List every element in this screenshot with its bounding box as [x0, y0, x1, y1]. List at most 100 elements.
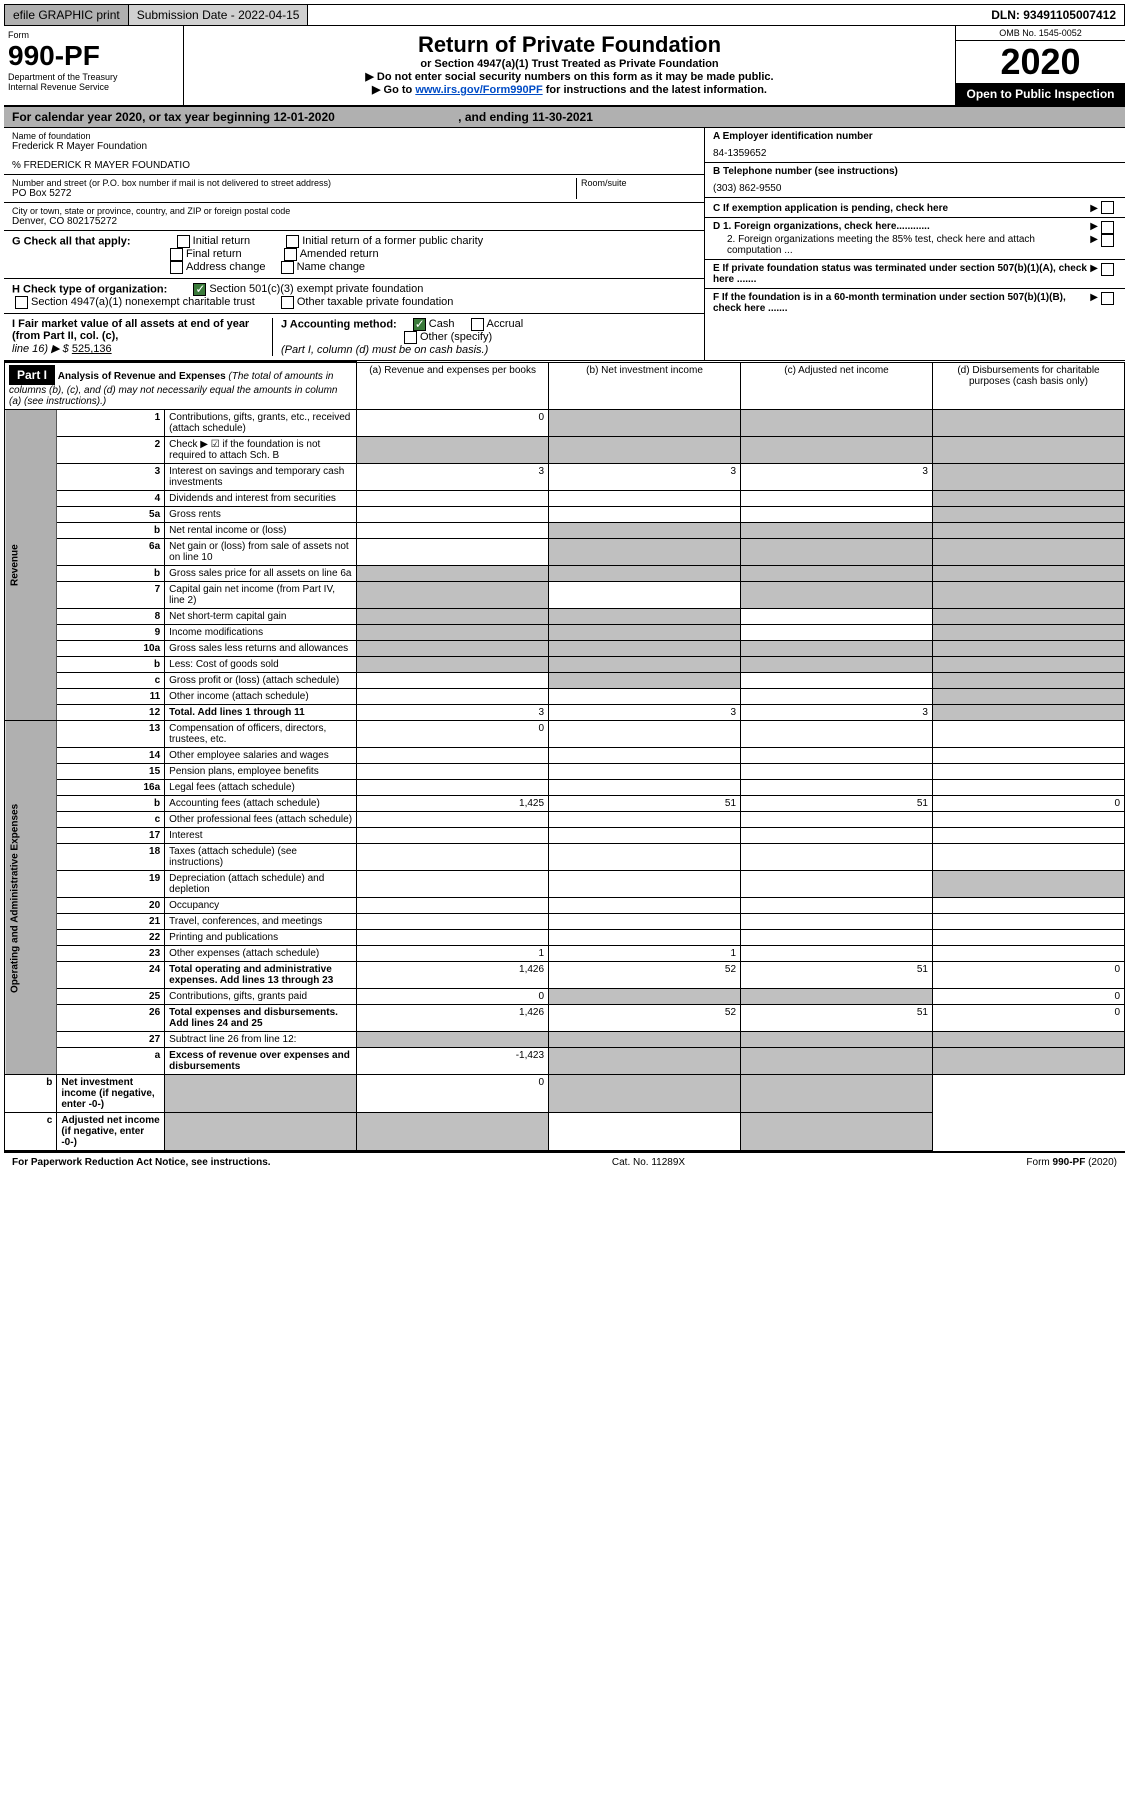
f-label: F If the foundation is in a 60-month ter…: [713, 292, 1090, 314]
table-row: 11Other income (attach schedule): [5, 689, 1125, 705]
table-row: 14Other employee salaries and wages: [5, 748, 1125, 764]
row-description: Total. Add lines 1 through 11: [165, 705, 357, 721]
row-description: Net investment income (if negative, ente…: [57, 1075, 165, 1113]
h-label: H Check type of organization:: [12, 283, 167, 295]
table-row: cAdjusted net income (if negative, enter…: [5, 1113, 1125, 1151]
cell-col-c: [741, 566, 933, 582]
cell-col-c: [741, 780, 933, 796]
checkbox-cash[interactable]: [413, 318, 426, 331]
checkbox-amended[interactable]: [284, 248, 297, 261]
row-number: 16a: [57, 780, 165, 796]
cell-col-a: [357, 673, 549, 689]
cell-col-a: [357, 609, 549, 625]
cell-col-a: [357, 914, 549, 930]
table-row: 5aGross rents: [5, 507, 1125, 523]
efile-print-button[interactable]: efile GRAPHIC print: [5, 5, 129, 25]
entity-info-block: Name of foundation Frederick R Mayer Fou…: [4, 128, 1125, 361]
cell-col-d: [932, 673, 1124, 689]
table-row: bAccounting fees (attach schedule)1,4255…: [5, 796, 1125, 812]
cell-col-a: [357, 582, 549, 609]
cell-col-b: [549, 1048, 741, 1075]
cell-col-b: [549, 812, 741, 828]
section-g: G Check all that apply: Initial return I…: [4, 231, 704, 279]
g4-label: Amended return: [300, 248, 379, 260]
cell-col-b: [549, 871, 741, 898]
checkbox-initial-return[interactable]: [177, 235, 190, 248]
cell-col-a: [357, 828, 549, 844]
cell-col-c: [741, 437, 933, 464]
checkbox-501c3[interactable]: [193, 283, 206, 296]
page-footer: For Paperwork Reduction Act Notice, see …: [4, 1151, 1125, 1172]
checkbox-other-method[interactable]: [404, 331, 417, 344]
cell-col-b: [357, 1113, 549, 1151]
row-description: Gross sales price for all assets on line…: [165, 566, 357, 582]
cell-col-a: [357, 566, 549, 582]
g1-label: Initial return: [193, 235, 250, 247]
cell-col-c: [741, 689, 933, 705]
cell-col-a: 0: [357, 721, 549, 748]
checkbox-f[interactable]: [1101, 292, 1114, 305]
cell-col-d: [741, 1113, 933, 1151]
checkbox-other-taxable[interactable]: [281, 296, 294, 309]
checkbox-e[interactable]: [1101, 263, 1114, 276]
col-b-header: (b) Net investment income: [549, 362, 741, 410]
table-row: 26Total expenses and disbursements. Add …: [5, 1005, 1125, 1032]
checkbox-final-return[interactable]: [170, 248, 183, 261]
cell-col-c: [549, 1075, 741, 1113]
table-row: 25Contributions, gifts, grants paid00: [5, 989, 1125, 1005]
cell-col-b: [549, 844, 741, 871]
row-description: Gross rents: [165, 507, 357, 523]
checkbox-address-change[interactable]: [170, 261, 183, 274]
row-number: 26: [57, 1005, 165, 1032]
row-number: 12: [57, 705, 165, 721]
cell-col-c: [741, 1048, 933, 1075]
address: PO Box 5272: [12, 188, 576, 199]
row-number: 7: [57, 582, 165, 609]
cell-col-b: [549, 657, 741, 673]
row-number: 3: [57, 464, 165, 491]
row-description: Net rental income or (loss): [165, 523, 357, 539]
g5-label: Address change: [186, 261, 266, 273]
checkbox-name-change[interactable]: [281, 261, 294, 274]
cell-col-b: [549, 410, 741, 437]
checkbox-accrual[interactable]: [471, 318, 484, 331]
row-description: Contributions, gifts, grants paid: [165, 989, 357, 1005]
cell-col-d: [932, 609, 1124, 625]
cell-col-a: [357, 641, 549, 657]
row-number: b: [57, 523, 165, 539]
row-number: 21: [57, 914, 165, 930]
row-description: Taxes (attach schedule) (see instruction…: [165, 844, 357, 871]
row-description: Contributions, gifts, grants, etc., rece…: [165, 410, 357, 437]
table-row: 4Dividends and interest from securities: [5, 491, 1125, 507]
h2-label: Section 4947(a)(1) nonexempt charitable …: [31, 296, 255, 308]
table-row: cOther professional fees (attach schedul…: [5, 812, 1125, 828]
cell-col-c: [741, 828, 933, 844]
table-row: 6aNet gain or (loss) from sale of assets…: [5, 539, 1125, 566]
cell-col-a: [357, 748, 549, 764]
cell-col-b: [549, 641, 741, 657]
cell-col-a: [357, 657, 549, 673]
checkbox-initial-former[interactable]: [286, 235, 299, 248]
table-row: bLess: Cost of goods sold: [5, 657, 1125, 673]
table-row: 17Interest: [5, 828, 1125, 844]
row-description: Income modifications: [165, 625, 357, 641]
cell-col-d: 0: [932, 989, 1124, 1005]
checkbox-4947a1[interactable]: [15, 296, 28, 309]
form-subtitle: or Section 4947(a)(1) Trust Treated as P…: [190, 58, 949, 70]
cell-col-d: [932, 946, 1124, 962]
j-label: J Accounting method:: [281, 318, 397, 330]
checkbox-c[interactable]: [1101, 201, 1114, 214]
row-number: b: [57, 796, 165, 812]
cell-col-d: 0: [932, 1005, 1124, 1032]
cell-col-a: [357, 507, 549, 523]
checkbox-d1[interactable]: [1101, 221, 1114, 234]
cell-col-d: [932, 812, 1124, 828]
row-description: Legal fees (attach schedule): [165, 780, 357, 796]
cell-col-b: [549, 625, 741, 641]
cell-col-c: [741, 523, 933, 539]
form-url-link[interactable]: www.irs.gov/Form990PF: [415, 84, 542, 96]
cell-col-d: [932, 437, 1124, 464]
checkbox-d2[interactable]: [1101, 234, 1114, 247]
cell-col-a: [357, 689, 549, 705]
row-number: 13: [57, 721, 165, 748]
